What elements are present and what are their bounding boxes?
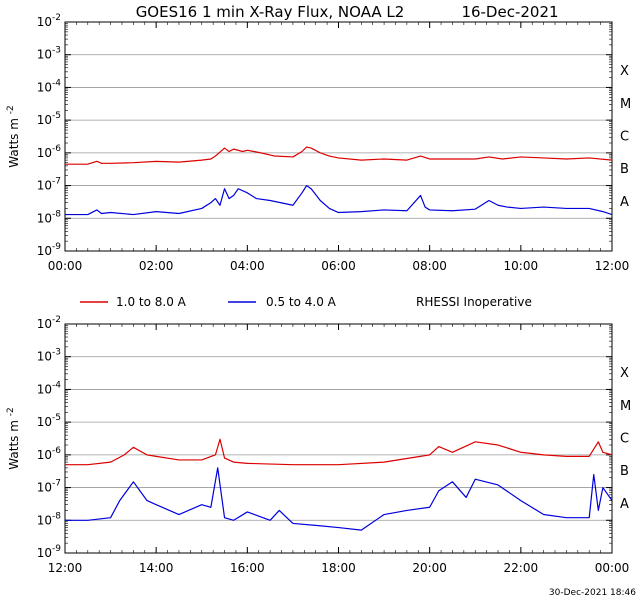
p1-series-line-0 [65,438,613,466]
p0-y-tick-exp: -9 [52,242,61,252]
p0-y-axis-label-text: Watts m [7,114,21,167]
p1-x-tick-label: 14:00 [139,561,174,575]
p1-y-tick-label: 10-2 [37,315,61,331]
p1-y-tick-label: 10-6 [37,446,62,462]
p0-x-tick-label: 04:00 [230,259,265,273]
p1-series-line-1 [65,467,613,531]
p1-y-axis-label-exp: -2 [6,407,16,416]
chart-title: GOES16 1 min X-Ray Flux, NOAA L2 [136,3,405,21]
p0-y-tick-base: 10 [37,244,52,258]
p0-series-line-1 [65,184,613,216]
p0-y-tick-base: 10 [37,80,52,94]
p1-x-tick-label: 22:00 [504,561,539,575]
p0-x-tick-label: 10:00 [504,259,539,273]
p1-y-tick-label: 10-3 [37,348,61,364]
p0-flare-class-label: M [620,97,631,112]
p0-y-tick-exp: -3 [52,46,61,56]
p0-y-tick-label: 10-6 [37,144,62,160]
chart-panel-upper: 10-910-810-710-610-510-410-310-2ABCMXWat… [6,13,631,273]
p1-flare-class-label: X [620,366,629,381]
p1-y-tick-exp: -8 [52,511,61,521]
footer-timestamp: 30-Dec-2021 18:46 [549,588,636,598]
p0-y-tick-label: 10-3 [37,46,61,62]
p0-x-tick-label: 08:00 [412,259,447,273]
p1-y-tick-label: 10-9 [37,544,62,560]
p1-flare-class-label: C [620,432,629,447]
p0-y-tick-label: 10-4 [37,78,62,94]
p0-flare-class-label: X [620,64,629,79]
p1-flare-class-label: M [620,399,631,414]
p0-y-tick-exp: -2 [52,13,61,23]
p0-y-tick-exp: -5 [52,111,61,121]
legend-label-short: 0.5 to 4.0 A [266,295,337,309]
p1-y-tick-base: 10 [37,317,52,331]
p0-flare-class-label: C [620,130,629,145]
legend-note: RHESSI Inoperative [416,295,532,309]
p0-y-tick-exp: -6 [52,144,61,154]
p1-y-tick-base: 10 [37,350,52,364]
p1-y-tick-exp: -7 [52,479,61,489]
p1-y-tick-base: 10 [37,513,52,527]
p1-y-tick-label: 10-8 [37,511,62,527]
p1-y-tick-exp: -6 [52,446,61,456]
p0-y-tick-base: 10 [37,146,52,160]
p0-flare-class-label: B [620,162,629,177]
p0-x-tick-label: 02:00 [139,259,174,273]
p1-y-tick-exp: -3 [52,348,61,358]
p1-y-tick-base: 10 [37,415,52,429]
p0-y-tick-base: 10 [37,15,52,29]
p1-x-tick-label: 20:00 [412,561,447,575]
p1-x-tick-label: 18:00 [321,561,356,575]
p1-x-tick-label: 00:00 [595,561,630,575]
p1-y-tick-base: 10 [37,481,52,495]
p0-flare-class-label: A [620,195,629,210]
p1-y-tick-label: 10-5 [37,413,61,429]
p1-flare-class-label: A [620,497,629,512]
legend-label-long: 1.0 to 8.0 A [116,295,187,309]
p1-y-axis-label-text: Watts m [7,416,21,469]
p0-y-tick-label: 10-7 [37,177,61,193]
p1-y-tick-label: 10-4 [37,380,62,396]
p0-x-tick-label: 12:00 [595,259,630,273]
p0-plot-frame [64,21,613,252]
p1-plot-frame [64,323,613,554]
p1-y-tick-base: 10 [37,382,52,396]
p0-x-tick-label: 06:00 [321,259,356,273]
chart-date: 16-Dec-2021 [461,3,558,21]
p1-y-tick-base: 10 [37,448,52,462]
p0-series-line-0 [65,146,613,165]
p0-y-tick-label: 10-9 [37,242,62,258]
p0-y-tick-label: 10-5 [37,111,61,127]
p0-y-tick-base: 10 [37,113,52,127]
p0-y-tick-base: 10 [37,179,52,193]
p0-y-tick-label: 10-8 [37,209,62,225]
p0-y-tick-exp: -4 [52,78,61,88]
p1-x-tick-label: 16:00 [230,561,265,575]
p1-y-tick-exp: -5 [52,413,61,423]
p1-y-tick-exp: -9 [52,544,61,554]
p1-y-tick-base: 10 [37,546,52,560]
p0-y-tick-label: 10-2 [37,13,61,29]
p0-y-tick-base: 10 [37,211,52,225]
p0-y-tick-base: 10 [37,48,52,62]
p0-y-axis-label: Watts m -2 [6,105,21,167]
p1-y-tick-label: 10-7 [37,479,61,495]
legend: 1.0 to 8.0 A 0.5 to 4.0 A RHESSI Inopera… [80,295,532,309]
chart-panel-lower: 10-910-810-710-610-510-410-310-2ABCMXWat… [6,315,631,575]
p0-y-tick-exp: -8 [52,209,61,219]
p0-y-axis-label-exp: -2 [6,105,16,114]
p0-y-tick-exp: -7 [52,177,61,187]
p1-y-tick-exp: -2 [52,315,61,325]
p1-x-tick-label: 12:00 [48,561,83,575]
p1-y-tick-exp: -4 [52,380,61,390]
p1-flare-class-label: B [620,464,629,479]
p0-x-tick-label: 00:00 [48,259,83,273]
p1-y-axis-label: Watts m -2 [6,407,21,469]
